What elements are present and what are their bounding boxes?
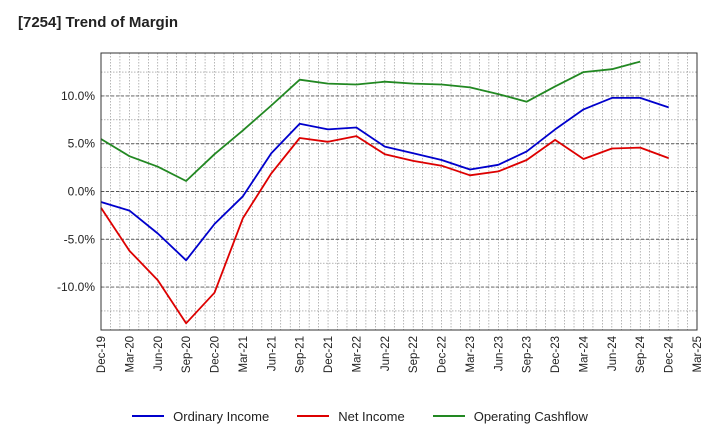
x-tick-label: Sep-22	[408, 336, 420, 373]
legend: Ordinary Income Net Income Operating Cashf…	[0, 405, 720, 424]
y-tick-labels: 10.0% 5.0% 0.0% -5.0% -10.0%	[57, 89, 95, 294]
y-tick-label: -10.0%	[57, 280, 95, 294]
x-tick-label: Sep-24	[635, 335, 647, 373]
x-tick-label: Mar-22	[351, 336, 363, 372]
legend-item-net-income: Net Income	[297, 408, 405, 424]
legend-swatch	[132, 415, 165, 417]
y-tick-label: 5.0%	[68, 137, 96, 151]
series-layer	[100, 60, 669, 325]
x-tick-label: Jun-22	[380, 336, 392, 371]
legend-label: Net Income	[338, 408, 405, 424]
x-tick-label: Mar-21	[238, 336, 250, 372]
x-tick-label: Jun-23	[493, 336, 505, 371]
legend-item-operating-cashflow: Operating Cashflow	[432, 408, 588, 424]
x-tick-label: Jun-21	[266, 336, 278, 371]
x-tick-labels: Dec-19 Mar-20 Jun-20 Sep-20 Dec-20 Mar-21 Jun-…	[96, 335, 704, 373]
x-tick-label: Dec-20	[210, 336, 222, 373]
series-line-operating-cashflow	[100, 60, 641, 182]
x-tick-label: Mar-20	[124, 336, 136, 372]
grid-layer	[100, 53, 698, 330]
x-tick-label: Sep-23	[522, 336, 534, 373]
series-line-ordinary-income	[100, 97, 669, 262]
x-tick-label: Dec-19	[96, 336, 108, 373]
x-tick-label: Dec-22	[437, 336, 449, 373]
legend-label: Operating Cashflow	[473, 408, 588, 424]
chart-title: [7254] Trend of Margin	[18, 14, 179, 31]
x-tick-label: Dec-24	[664, 335, 676, 373]
legend-swatch	[297, 415, 330, 417]
legend-swatch	[432, 415, 465, 417]
x-tick-label: Sep-20	[181, 336, 193, 373]
y-tick-label: 10.0%	[61, 89, 95, 103]
x-tick-label: Mar-24	[578, 335, 590, 372]
x-tick-label: Mar-25	[692, 336, 704, 372]
series-line-net-income	[100, 135, 669, 325]
y-tick-label: 0.0%	[68, 185, 96, 199]
x-tick-label: Dec-23	[550, 336, 562, 373]
x-tick-label: Jun-24	[607, 335, 619, 371]
legend-item-ordinary-income: Ordinary Income	[132, 409, 269, 424]
plot-frame	[100, 52, 698, 331]
legend-label: Ordinary Income	[173, 408, 270, 424]
x-tick-label: Dec-21	[323, 336, 335, 373]
x-tick-label: Mar-23	[465, 336, 477, 372]
x-tick-label: Sep-21	[295, 336, 307, 373]
x-tick-label: Jun-20	[153, 336, 165, 371]
y-tick-label: -5.0%	[64, 232, 96, 246]
